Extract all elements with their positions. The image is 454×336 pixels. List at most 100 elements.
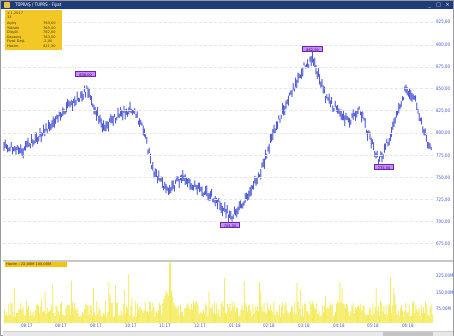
grid-line bbox=[3, 177, 433, 178]
volume-bar bbox=[387, 305, 389, 323]
volume-bar bbox=[254, 306, 256, 323]
ohlc-info-box[interactable]: 1.1.2017 15 Açılış 763,00 Yüksek 765,00 … bbox=[5, 10, 62, 50]
volume-bar bbox=[138, 309, 139, 323]
volume-bar bbox=[255, 310, 257, 323]
volume-bar bbox=[427, 314, 429, 323]
volume-bar bbox=[298, 308, 300, 323]
volume-bar bbox=[358, 304, 359, 323]
volume-bar bbox=[148, 314, 149, 323]
volume-bar bbox=[270, 304, 271, 323]
volume-bar bbox=[382, 311, 384, 323]
time-axis[interactable]: 08:17 08:17 08:17 10:17 11:17 12:17 01:1… bbox=[3, 323, 453, 331]
time-tick: 08:17 bbox=[90, 323, 102, 328]
volume-bar bbox=[220, 304, 222, 323]
volume-bar bbox=[112, 317, 114, 323]
volume-bar bbox=[229, 303, 231, 323]
volume-bar bbox=[184, 308, 186, 323]
volume-bar bbox=[187, 303, 189, 323]
volume-bar bbox=[217, 313, 219, 323]
volume-bar bbox=[419, 315, 421, 323]
volume-bar bbox=[116, 302, 117, 323]
volume-bar bbox=[407, 312, 409, 323]
volume-bar bbox=[244, 303, 246, 323]
volume-bar bbox=[247, 311, 248, 323]
volume-bar bbox=[295, 314, 297, 323]
volume-bar bbox=[26, 301, 27, 323]
price-pane[interactable] bbox=[3, 10, 434, 260]
volume-bar bbox=[156, 313, 158, 323]
volume-bar bbox=[96, 301, 98, 323]
volume-bar bbox=[352, 303, 354, 323]
volume-bar bbox=[357, 306, 358, 323]
info-row-change: Fiyat Değ. -2,00 bbox=[7, 39, 60, 44]
volume-bar bbox=[286, 310, 288, 323]
volume-bar bbox=[27, 308, 28, 323]
volume-bar bbox=[56, 306, 58, 323]
price-axis[interactable]: 925,00 900,00 875,00 850,00 825,00 800,0… bbox=[433, 10, 453, 260]
price-label-peak: 836,00 bbox=[75, 71, 96, 77]
volume-bar bbox=[368, 315, 369, 323]
volume-bar bbox=[359, 307, 361, 323]
volume-bar bbox=[231, 301, 233, 323]
volume-bar bbox=[45, 313, 47, 323]
volume-bar bbox=[372, 303, 374, 323]
volume-bar bbox=[348, 311, 350, 323]
time-tick: 08:17 bbox=[21, 323, 33, 328]
maximize-button[interactable]: □ bbox=[436, 2, 441, 8]
volume-axis[interactable]: 225,00M 150,00M 75,00M bbox=[433, 262, 453, 323]
volume-bar bbox=[111, 302, 113, 323]
price-tick: 750,00 bbox=[436, 175, 450, 180]
volume-bar bbox=[423, 307, 424, 323]
scrollbar-thumb[interactable] bbox=[383, 332, 433, 336]
volume-bar bbox=[202, 312, 203, 323]
price-tick: 800,00 bbox=[436, 130, 450, 135]
volume-bar bbox=[34, 310, 36, 323]
grid-line bbox=[3, 67, 433, 68]
volume-bar bbox=[108, 282, 110, 323]
volume-bar bbox=[200, 312, 202, 323]
price-tick: 825,00 bbox=[436, 108, 450, 113]
volume-bar bbox=[365, 314, 367, 323]
volume-bar bbox=[183, 316, 185, 323]
volume-bar bbox=[77, 313, 79, 323]
volume-bar bbox=[252, 303, 254, 323]
volume-bar bbox=[63, 314, 65, 323]
volume-bar bbox=[306, 311, 308, 323]
time-tick: 04:18 bbox=[333, 323, 345, 328]
volume-bar bbox=[139, 307, 141, 323]
volume-bar bbox=[215, 314, 216, 323]
minimize-button[interactable]: _ bbox=[428, 2, 431, 8]
volume-bar bbox=[415, 305, 417, 323]
volume-bar bbox=[87, 305, 89, 323]
volume-bar bbox=[211, 304, 213, 323]
volume-bar bbox=[354, 307, 356, 323]
volume-bar bbox=[271, 310, 273, 323]
volume-bar bbox=[228, 307, 230, 323]
volume-bar bbox=[15, 316, 16, 323]
volume-bar bbox=[163, 298, 165, 323]
volume-bar bbox=[98, 306, 100, 323]
volume-bar bbox=[197, 304, 199, 323]
volume-bar bbox=[53, 313, 55, 323]
volume-bar bbox=[64, 315, 66, 323]
volume-bar bbox=[49, 311, 50, 323]
volume-bar bbox=[257, 306, 258, 323]
volume-bar bbox=[379, 315, 380, 323]
volume-bar bbox=[310, 304, 312, 323]
volume-bar bbox=[199, 311, 201, 323]
title-bar[interactable]: TÜPRAŞ / TUPRS - Fiyat _ □ × bbox=[1, 1, 453, 9]
volume-bar bbox=[236, 307, 237, 323]
close-button[interactable]: × bbox=[445, 2, 450, 8]
volume-bar bbox=[176, 308, 178, 323]
volume-bar bbox=[151, 310, 153, 323]
volume-bar bbox=[214, 302, 215, 323]
volume-pane[interactable] bbox=[3, 261, 433, 323]
volume-bar bbox=[66, 304, 68, 323]
volume-bar bbox=[54, 315, 56, 323]
volume-bar bbox=[137, 303, 138, 323]
pane-splitter[interactable] bbox=[3, 260, 453, 262]
volume-bar bbox=[341, 288, 343, 323]
volume-bar bbox=[325, 295, 326, 323]
volume-bar bbox=[143, 310, 145, 323]
horizontal-scrollbar[interactable] bbox=[3, 331, 453, 336]
